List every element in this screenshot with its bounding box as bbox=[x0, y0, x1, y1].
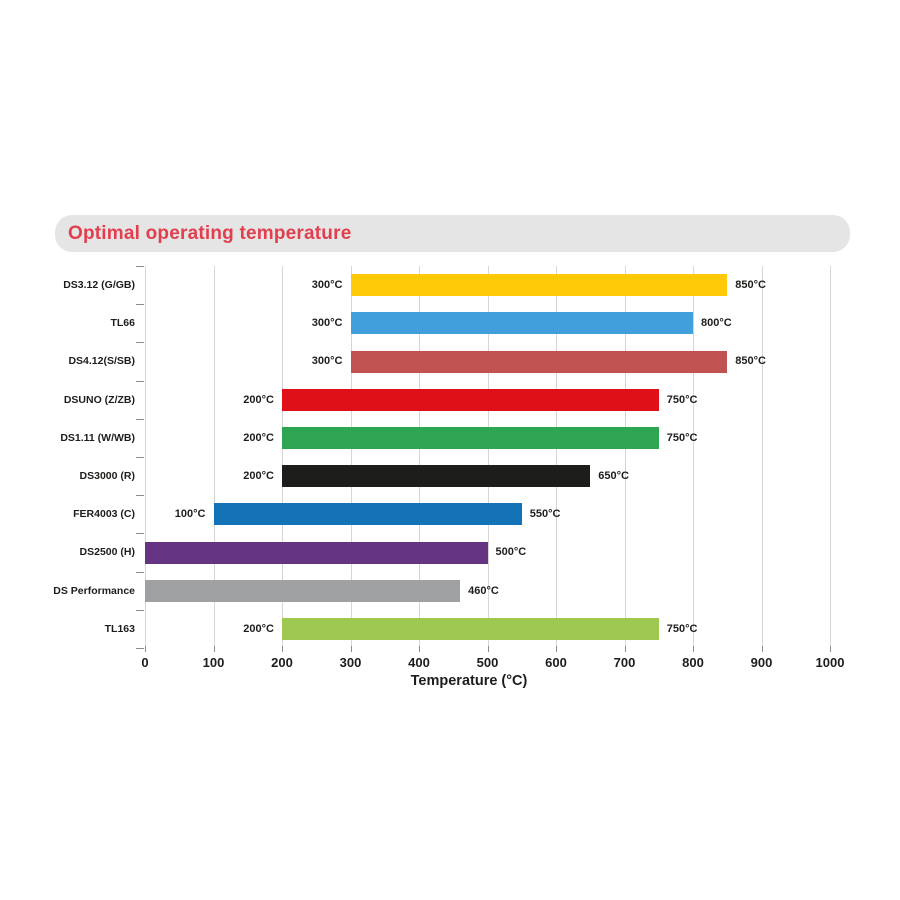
bar-end-label: 800°C bbox=[701, 317, 732, 330]
gridline bbox=[282, 266, 283, 646]
x-axis-tick bbox=[556, 646, 557, 652]
y-axis-tick bbox=[136, 648, 144, 649]
category-label: DS3000 (R) bbox=[79, 470, 135, 482]
bar-start-label: 200°C bbox=[243, 470, 274, 482]
bar-start-label: 200°C bbox=[243, 431, 274, 444]
x-axis-tick bbox=[487, 646, 489, 652]
gridline bbox=[624, 266, 626, 646]
bar bbox=[350, 312, 693, 335]
bar-chart-plot: 0 100 200 300 400 500 600 700 800 900 1000 DS3.12 (… bbox=[53, 266, 844, 670]
x-axis-tick bbox=[624, 646, 626, 652]
bar-start-label: 300°C bbox=[311, 279, 343, 291]
gridline bbox=[830, 266, 831, 646]
y-axis-tick bbox=[136, 457, 144, 458]
bar-start-label: 200°C bbox=[243, 393, 274, 406]
bar-start-label: 100°C bbox=[174, 508, 206, 521]
x-axis-tick-label: 800 bbox=[682, 655, 704, 670]
bar-end-label: 850°C bbox=[735, 279, 766, 291]
y-axis-tick bbox=[136, 342, 144, 343]
bar-end-label: 750°C bbox=[666, 431, 698, 444]
y-axis-tick bbox=[136, 381, 144, 382]
bar-start-label: 300°C bbox=[311, 317, 343, 330]
category-label: DS3.12 (G/GB) bbox=[63, 279, 135, 291]
category-label: DS Performance bbox=[53, 584, 135, 597]
gridline bbox=[556, 266, 557, 646]
category-label: FER4003 (C) bbox=[73, 508, 135, 521]
bar-end-label: 750°C bbox=[666, 393, 698, 406]
gridline bbox=[761, 266, 763, 646]
x-axis-title: Temperature (°C) bbox=[410, 673, 528, 689]
bar-end-label: 650°C bbox=[598, 470, 629, 482]
y-axis-tick bbox=[136, 266, 144, 267]
gridline bbox=[213, 266, 215, 646]
bar-end-label: 550°C bbox=[529, 508, 561, 521]
y-axis-tick bbox=[136, 533, 144, 534]
gridline bbox=[145, 266, 146, 646]
x-axis-tick bbox=[419, 646, 420, 652]
gridline bbox=[419, 266, 420, 646]
category-label: DS4.12(S/SB) bbox=[68, 355, 135, 368]
gridline bbox=[487, 266, 489, 646]
gridline bbox=[350, 266, 352, 646]
x-axis-tick bbox=[145, 646, 146, 652]
bar bbox=[350, 274, 728, 297]
bar bbox=[282, 617, 659, 640]
category-label: TL163 bbox=[104, 622, 135, 635]
bar bbox=[282, 388, 659, 411]
bar bbox=[213, 503, 522, 526]
category-label: TL66 bbox=[110, 317, 135, 330]
bar-end-label: 500°C bbox=[495, 546, 527, 559]
x-axis-tick bbox=[761, 646, 763, 652]
x-axis-tick-label: 0 bbox=[141, 655, 149, 670]
x-axis-tick bbox=[213, 646, 215, 652]
x-axis-tick bbox=[282, 646, 283, 652]
bar bbox=[350, 350, 728, 373]
bar bbox=[145, 579, 461, 602]
bar-start-label: 200°C bbox=[243, 622, 274, 635]
x-axis-tick-label: 300 bbox=[339, 655, 362, 670]
x-axis-tick bbox=[350, 646, 352, 652]
y-axis-tick bbox=[136, 610, 144, 611]
y-axis-tick bbox=[136, 419, 144, 420]
x-axis-tick-label: 700 bbox=[613, 655, 636, 670]
bar bbox=[282, 426, 659, 449]
x-axis-tick-label: 400 bbox=[408, 655, 430, 670]
x-axis-tick-label: 500 bbox=[476, 655, 499, 670]
bar-start-label: 300°C bbox=[311, 355, 343, 368]
x-axis-tick-label: 900 bbox=[750, 655, 773, 670]
y-axis-tick bbox=[136, 304, 144, 305]
gridline bbox=[693, 266, 694, 646]
x-axis-tick-label: 100 bbox=[202, 655, 225, 670]
bar-end-label: 750°C bbox=[666, 622, 698, 635]
bar-end-label: 460°C bbox=[468, 584, 499, 597]
category-label: DS2500 (H) bbox=[79, 546, 135, 559]
y-axis-tick bbox=[136, 572, 144, 573]
category-label: DSUNO (Z/ZB) bbox=[63, 393, 135, 406]
bar-end-label: 850°C bbox=[735, 355, 766, 368]
x-axis-tick-label: 600 bbox=[545, 655, 567, 670]
x-axis-tick bbox=[693, 646, 694, 652]
x-axis-tick bbox=[830, 646, 831, 652]
chart-title: Optimal operating temperature bbox=[68, 222, 352, 244]
bar bbox=[282, 465, 591, 488]
category-label: DS1.11 (W/WB) bbox=[60, 431, 135, 444]
y-axis-tick bbox=[136, 495, 144, 496]
bar bbox=[145, 541, 488, 564]
x-axis-tick-label: 200 bbox=[271, 655, 293, 670]
x-axis-tick-label: 1000 bbox=[815, 655, 845, 670]
chart-header: Optimal operating temperature bbox=[55, 215, 850, 252]
